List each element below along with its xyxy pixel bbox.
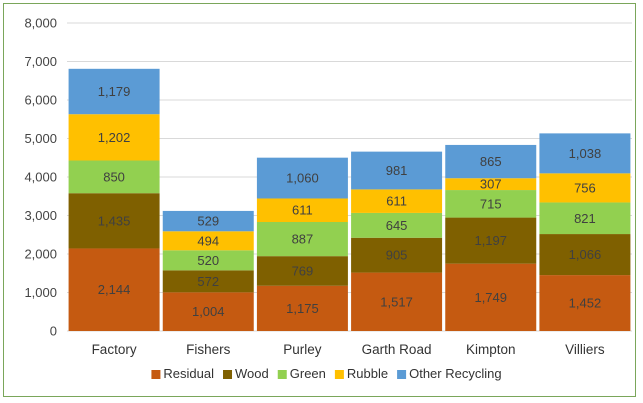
data-label: 769 <box>292 263 314 278</box>
legend-label: Rubble <box>347 366 388 381</box>
data-label: 865 <box>480 154 502 169</box>
legend-swatch-rubble <box>334 370 344 379</box>
data-label: 1,517 <box>380 294 413 309</box>
legend: Residual Wood Green Rubble Other Recycling <box>151 366 502 381</box>
data-label: 307 <box>480 177 502 192</box>
data-label: 756 <box>574 180 596 195</box>
bar-rubble-garth-road <box>351 189 443 213</box>
bar-green-fishers <box>162 250 254 271</box>
x-tick-label: Factory <box>92 342 137 357</box>
data-labels: 2,144 1,435 850 1,202 1,179 1,004 572 520 494 529… <box>98 84 601 319</box>
stacked-bar-chart: 0 1,000 2,000 3,000 4,000 5,000 6,000 7,000 8,00… <box>24 16 632 381</box>
bar-other-recycling-fishers <box>162 210 254 232</box>
data-label: 981 <box>386 163 408 178</box>
data-label: 1,435 <box>98 213 131 228</box>
bar-wood-garth-road <box>351 237 443 273</box>
data-label: 1,004 <box>192 304 225 319</box>
chart-frame: 0 1,000 2,000 3,000 4,000 5,000 6,000 7,000 8,00… <box>3 3 636 397</box>
bar-other-recycling-factory <box>68 68 160 115</box>
legend-label: Wood <box>235 366 269 381</box>
data-label: 1,066 <box>569 247 602 262</box>
data-label: 572 <box>197 274 219 289</box>
bar-other-recycling-garth-road <box>351 151 443 190</box>
data-label: 1,749 <box>474 290 507 305</box>
data-label: 520 <box>197 253 219 268</box>
y-tick-label: 7,000 <box>24 54 57 69</box>
bar-wood-villiers <box>539 234 631 276</box>
bar-residual-villiers <box>539 275 631 331</box>
data-label: 905 <box>386 248 408 263</box>
data-label: 645 <box>386 218 408 233</box>
y-tick-label: 1,000 <box>24 285 57 300</box>
data-label: 887 <box>292 232 314 247</box>
x-tick-label: Villiers <box>565 342 605 357</box>
y-tick-label: 8,000 <box>24 16 57 31</box>
bar-residual-purley <box>256 285 348 331</box>
data-label: 2,144 <box>98 282 131 297</box>
bar-other-recycling-kimpton <box>445 144 537 179</box>
bar-wood-fishers <box>162 270 254 293</box>
bars <box>68 68 631 331</box>
bar-wood-purley <box>256 256 348 286</box>
x-tick-label: Purley <box>283 342 322 357</box>
data-label: 1,060 <box>286 171 319 186</box>
x-tick-label: Kimpton <box>466 342 516 357</box>
y-tick-label: 3,000 <box>24 208 57 223</box>
bar-green-factory <box>68 160 160 194</box>
data-label: 850 <box>103 169 125 184</box>
legend-swatch-residual <box>151 370 161 379</box>
bar-green-purley <box>256 222 348 257</box>
x-tick-label: Fishers <box>186 342 231 357</box>
data-label: 1,038 <box>569 146 602 161</box>
data-label: 821 <box>574 211 596 226</box>
data-label: 611 <box>386 194 407 209</box>
bar-rubble-villiers <box>539 173 631 203</box>
data-label: 611 <box>292 203 313 218</box>
bar-residual-factory <box>68 248 160 331</box>
bar-rubble-fishers <box>162 231 254 251</box>
legend-label: Green <box>290 366 326 381</box>
bar-rubble-purley <box>256 198 348 223</box>
bar-wood-factory <box>68 193 160 249</box>
y-tick-label: 4,000 <box>24 170 57 185</box>
bar-rubble-factory <box>68 114 160 161</box>
x-axis-categories: Factory Fishers Purley Garth Road Kimpton Vil… <box>92 342 605 357</box>
bar-residual-kimpton <box>445 263 537 331</box>
bar-other-recycling-purley <box>256 157 348 199</box>
data-label: 1,202 <box>98 130 131 145</box>
bar-residual-garth-road <box>351 272 443 331</box>
gridlines <box>67 22 632 332</box>
bar-rubble-kimpton <box>445 178 537 191</box>
y-tick-label: 6,000 <box>24 93 57 108</box>
legend-swatch-other-recycling <box>397 370 407 379</box>
legend-swatch-green <box>277 370 287 379</box>
bar-other-recycling-villiers <box>539 133 631 174</box>
y-axis-ticks: 0 1,000 2,000 3,000 4,000 5,000 6,000 7,000 8,00… <box>24 16 57 339</box>
data-label: 1,197 <box>474 233 507 248</box>
legend-label: Residual <box>163 366 214 381</box>
data-label: 715 <box>480 196 502 211</box>
y-tick-label: 2,000 <box>24 247 57 262</box>
data-label: 1,179 <box>98 84 131 99</box>
y-tick-label: 5,000 <box>24 131 57 146</box>
y-tick-label: 0 <box>50 324 57 339</box>
bar-green-villiers <box>539 202 631 235</box>
x-tick-label: Garth Road <box>362 342 432 357</box>
bar-green-kimpton <box>445 190 537 218</box>
data-label: 1,452 <box>569 296 602 311</box>
bar-wood-kimpton <box>445 217 537 264</box>
bar-green-garth-road <box>351 212 443 238</box>
data-label: 1,175 <box>286 301 319 316</box>
data-label: 494 <box>197 233 219 248</box>
bar-residual-fishers <box>162 292 254 331</box>
data-label: 529 <box>197 214 219 229</box>
legend-swatch-wood <box>223 370 233 379</box>
legend-label: Other Recycling <box>409 366 501 381</box>
